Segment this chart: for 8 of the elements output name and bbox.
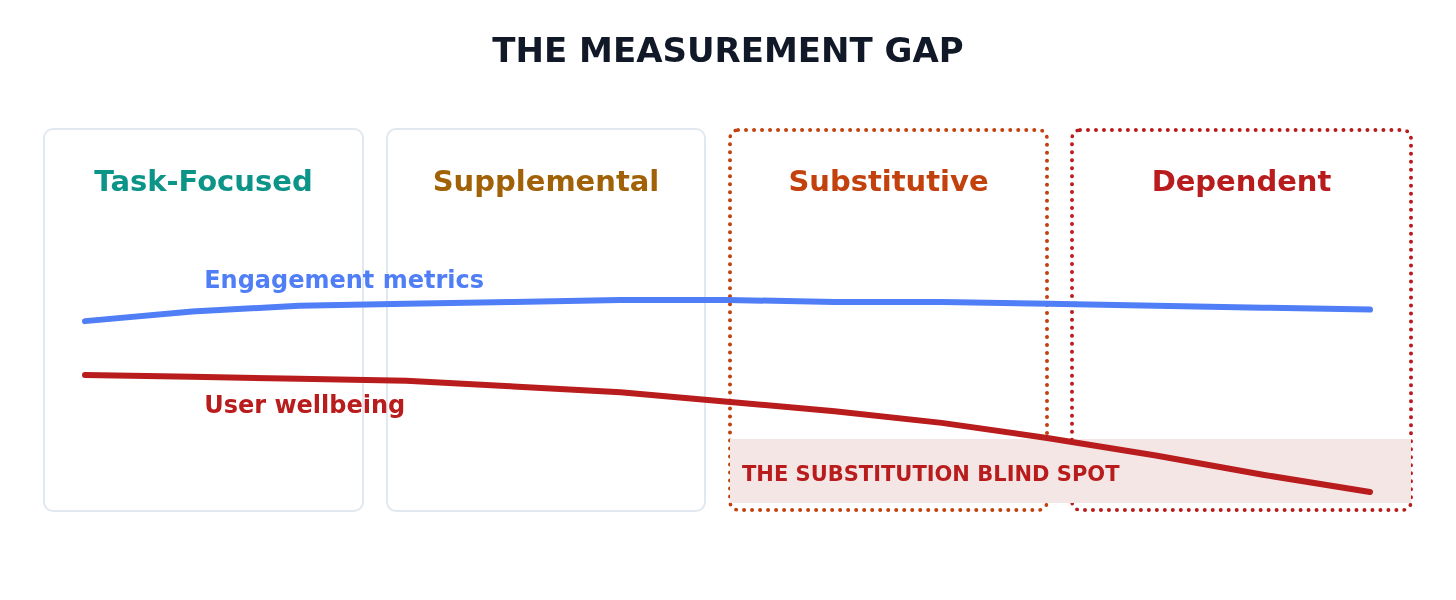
text: Supplemental	[431, 164, 661, 198]
text: Task-Focused	[93, 164, 314, 198]
text: Dependent	[1150, 164, 1333, 198]
series-label: Engagement metrics	[204, 265, 485, 294]
chart-title: THE MEASUREMENT GAP	[491, 30, 965, 70]
series-label: User wellbeing	[204, 390, 406, 419]
text: Substitutive	[787, 164, 990, 198]
annotation: THE SUBSTITUTION BLIND SPOT	[742, 462, 1120, 486]
